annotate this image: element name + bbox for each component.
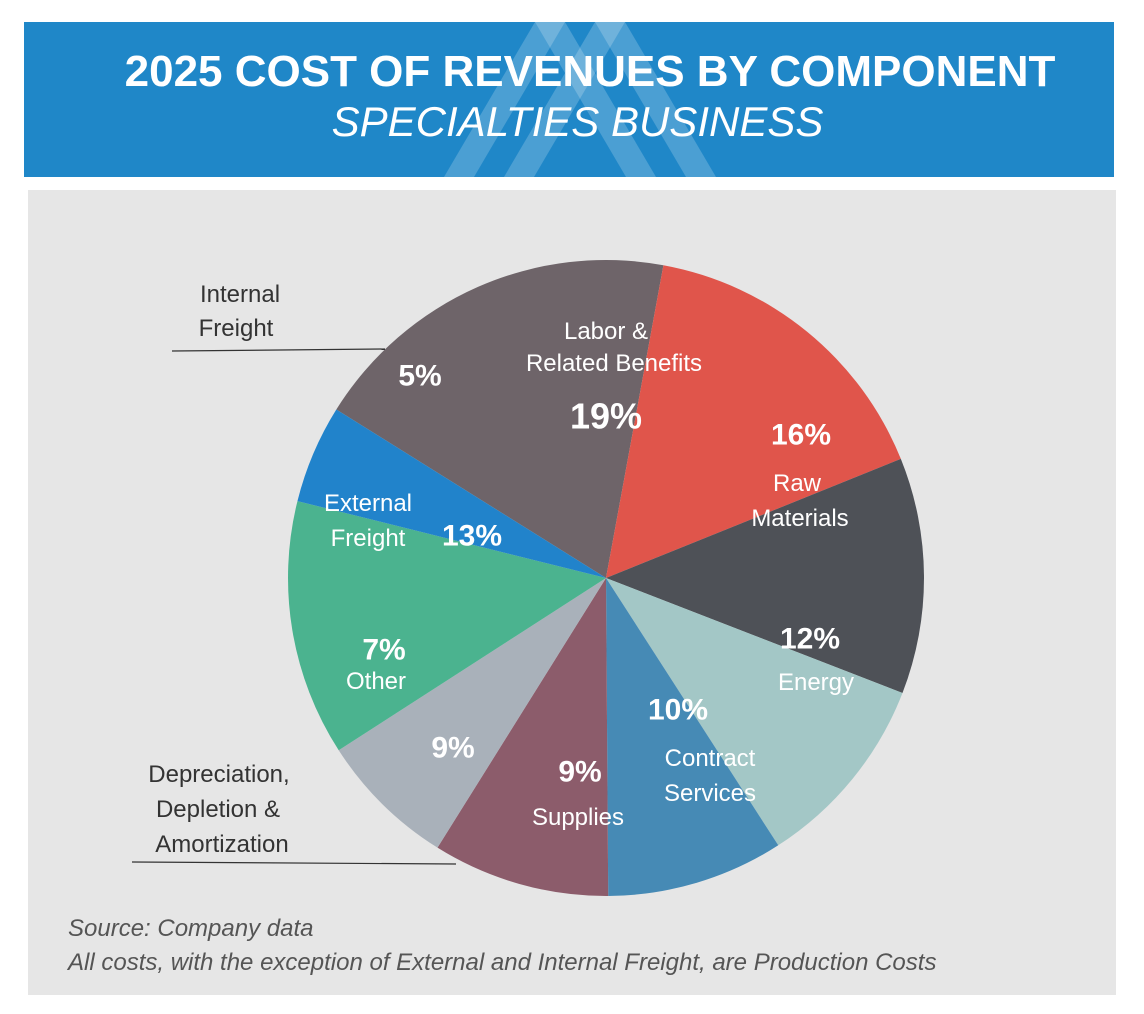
pct-label-energy: 12% (780, 623, 840, 656)
leader-line-depreciation (131, 861, 457, 865)
logo-chevron-icon (444, 22, 716, 177)
pie-slice-other (338, 578, 606, 848)
pie-slice-internal-freight (297, 409, 606, 578)
pct-label-supplies: 9% (558, 756, 601, 789)
pct-label-labor-and-related-benefits: 19% (570, 396, 642, 437)
category-label-labor-and-related-benefits-line-2: Related Benefits (526, 350, 702, 377)
chart-subtitle: SPECIALTIES BUSINESS (331, 98, 824, 145)
pct-label-raw-materials: 16% (771, 419, 831, 452)
slice-labels: 19% Labor & Related Benefits 16% Raw Material… (148, 281, 854, 858)
pie-slice-supplies (606, 578, 779, 896)
category-label-contract-services-line-1: Contract (665, 745, 756, 772)
category-label-internal-freight-line-2: Freight (199, 315, 274, 342)
pie-slice-depreciation-depletion-and-amortization (437, 578, 609, 896)
pct-label-depreciation-depletion-and-amortization: 9% (431, 732, 474, 765)
title-banner (24, 22, 1114, 177)
category-label-other-line-1: Other (346, 668, 406, 695)
source-note: Source: Company data (68, 915, 314, 942)
category-label-depreciation-depletion-and-amortization-line-2: Depletion & (156, 796, 280, 823)
category-label-depreciation-depletion-and-amortization-line-3: Amortization (155, 831, 288, 858)
pie-slice-raw-materials (606, 265, 901, 578)
pct-label-contract-services: 10% (648, 694, 708, 727)
pct-label-other: 7% (362, 634, 405, 667)
pct-label-external-freight: 13% (442, 520, 502, 553)
category-label-supplies-line-1: Supplies (532, 804, 624, 831)
category-label-contract-services-line-2: Services (664, 780, 756, 807)
category-label-external-freight-line-1: External (324, 490, 412, 517)
category-label-raw-materials-line-2: Materials (751, 505, 848, 532)
leader-lines (131, 348, 457, 865)
pct-label-internal-freight: 5% (398, 360, 441, 393)
category-label-labor-and-related-benefits-line-1: Labor & (564, 318, 648, 345)
pie-slice-labor-and-related-benefits (336, 259, 664, 578)
category-label-raw-materials-line-1: Raw (773, 470, 822, 497)
category-label-external-freight-line-2: Freight (331, 525, 406, 552)
pie-slice-energy (606, 458, 924, 693)
leader-line-internal-freight (171, 348, 386, 352)
pie-slice-contract-services (606, 578, 903, 846)
category-label-internal-freight-line-1: Internal (200, 281, 280, 308)
category-label-depreciation-depletion-and-amortization-line-1: Depreciation, (148, 761, 289, 788)
pie-slice-external-freight (288, 501, 606, 751)
pie-slices (288, 259, 924, 896)
chart-title: 2025 COST OF REVENUES BY COMPONENT (124, 47, 1056, 96)
category-label-energy-line-1: Energy (778, 669, 854, 696)
footnote: All costs, with the exception of Externa… (68, 949, 937, 976)
